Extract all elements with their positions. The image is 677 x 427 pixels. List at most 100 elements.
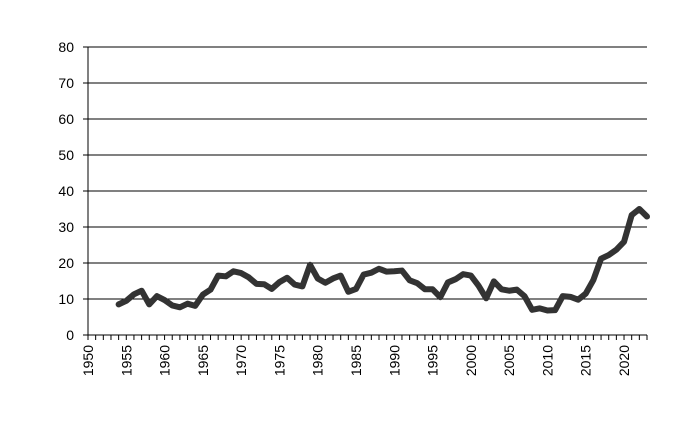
- data-point: [217, 275, 219, 277]
- data-point: [539, 307, 541, 309]
- x-tick-label: 1990: [386, 345, 402, 376]
- data-point: [164, 299, 166, 301]
- data-point: [378, 268, 380, 270]
- data-point: [523, 295, 525, 297]
- y-tick-label: 40: [58, 183, 74, 199]
- data-point: [577, 299, 579, 301]
- data-point: [478, 285, 480, 287]
- data-point: [554, 309, 556, 311]
- x-tick-label: 1975: [271, 345, 287, 376]
- data-point: [432, 288, 434, 290]
- data-point: [401, 270, 403, 272]
- data-point: [592, 279, 594, 281]
- data-point: [232, 270, 234, 272]
- x-tick-label: 1960: [157, 345, 173, 376]
- data-point: [317, 277, 319, 279]
- x-tick-label: 2020: [616, 345, 632, 376]
- data-point: [546, 310, 548, 312]
- x-tick-label: 2010: [539, 345, 555, 376]
- x-tick-label: 1955: [118, 345, 134, 376]
- data-point: [187, 303, 189, 305]
- data-point: [309, 264, 311, 266]
- data-point: [278, 281, 280, 283]
- data-point: [493, 280, 495, 282]
- data-point: [179, 306, 181, 308]
- y-tick-label: 30: [58, 219, 74, 235]
- y-tick-label: 0: [66, 327, 74, 343]
- data-point: [355, 288, 357, 290]
- data-point: [531, 309, 533, 311]
- y-tick-label: 70: [58, 75, 74, 91]
- data-point: [202, 294, 204, 296]
- y-tick-label: 20: [58, 255, 74, 271]
- data-point: [638, 208, 640, 210]
- data-point: [148, 303, 150, 305]
- axes: [83, 46, 648, 340]
- data-point: [416, 282, 418, 284]
- gridlines: [88, 46, 647, 300]
- data-point: [194, 305, 196, 307]
- data-point: [585, 293, 587, 295]
- data-point: [210, 289, 212, 291]
- data-point: [332, 277, 334, 279]
- x-tick-label: 1965: [195, 345, 211, 376]
- data-point: [271, 288, 273, 290]
- data-point: [631, 214, 633, 216]
- data-point: [363, 274, 365, 276]
- data-point: [516, 289, 518, 291]
- data-point: [470, 275, 472, 277]
- data-point: [393, 270, 395, 272]
- data-point: [248, 276, 250, 278]
- data-point: [508, 290, 510, 292]
- data-point: [225, 275, 227, 277]
- x-tick-label: 2005: [501, 345, 517, 376]
- x-tick-label: 1950: [80, 345, 96, 376]
- data-point: [623, 241, 625, 243]
- data-point: [141, 290, 143, 292]
- data-point: [455, 278, 457, 280]
- data-point: [569, 296, 571, 298]
- data-point: [324, 282, 326, 284]
- data-point: [171, 304, 173, 306]
- data-point: [263, 283, 265, 285]
- y-tick-label: 50: [58, 147, 74, 163]
- data-point: [424, 288, 426, 290]
- data-point: [347, 291, 349, 293]
- series-line-0: [115, 206, 650, 314]
- data-point: [294, 284, 296, 286]
- x-tick-label: 1995: [425, 345, 441, 376]
- x-tick-label: 1980: [310, 345, 326, 376]
- data-point: [386, 271, 388, 273]
- y-tick-label: 10: [58, 291, 74, 307]
- x-tick-label: 2015: [578, 345, 594, 376]
- data-point: [156, 295, 158, 297]
- x-tick-label: 1985: [348, 345, 364, 376]
- data-point: [340, 275, 342, 277]
- data-point: [600, 258, 602, 260]
- tick-labels: 0 10 20 30 40 50 60 70 80 1950 1955 1960 1965 1970 197…: [58, 39, 632, 376]
- data-point: [615, 249, 617, 251]
- data-point: [255, 283, 257, 285]
- data-point: [125, 300, 127, 302]
- data-point: [462, 273, 464, 275]
- data-point: [439, 296, 441, 298]
- data-point: [562, 295, 564, 297]
- y-tick-label: 80: [58, 39, 74, 55]
- data-point: [286, 277, 288, 279]
- data-point: [370, 272, 372, 274]
- x-tick-label: 1970: [233, 345, 249, 376]
- data-point: [409, 279, 411, 281]
- data-point: [301, 285, 303, 287]
- series: [115, 206, 650, 314]
- x-tick-label: 2000: [463, 345, 479, 376]
- data-point: [501, 288, 503, 290]
- y-tick-label: 60: [58, 111, 74, 127]
- data-point: [240, 272, 242, 274]
- data-point: [485, 297, 487, 299]
- data-point: [133, 293, 135, 295]
- data-point: [608, 254, 610, 256]
- data-point: [447, 281, 449, 283]
- data-point: [118, 303, 120, 305]
